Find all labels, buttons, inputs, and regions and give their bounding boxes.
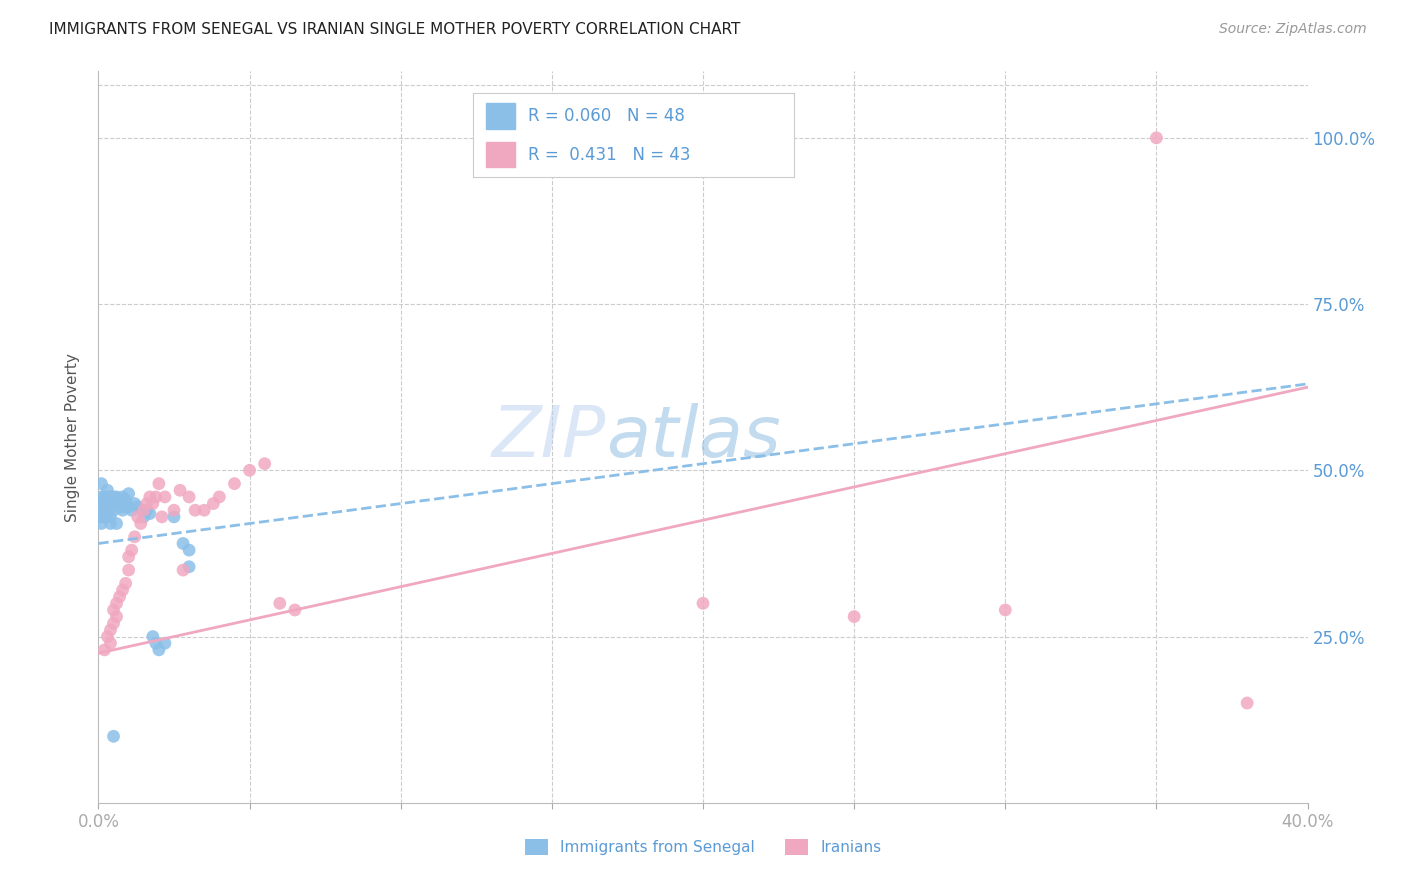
Point xyxy=(93,493,115,508)
Point xyxy=(114,500,136,514)
Point xyxy=(111,490,134,504)
Point xyxy=(105,516,128,531)
Point xyxy=(111,503,134,517)
Point xyxy=(96,503,118,517)
Point xyxy=(153,490,176,504)
Point xyxy=(139,507,162,521)
Point xyxy=(100,516,122,531)
Point xyxy=(150,509,173,524)
Point xyxy=(145,636,167,650)
Point xyxy=(96,630,118,644)
Point xyxy=(90,509,112,524)
Point xyxy=(994,603,1017,617)
Point xyxy=(1144,131,1167,145)
Point xyxy=(202,497,225,511)
Point xyxy=(284,603,307,617)
Point xyxy=(108,500,131,514)
Point xyxy=(100,490,122,504)
Point xyxy=(90,516,112,531)
Y-axis label: Single Mother Poverty: Single Mother Poverty xyxy=(65,352,80,522)
Point xyxy=(163,503,186,517)
Point xyxy=(114,493,136,508)
Point xyxy=(124,497,146,511)
Point xyxy=(93,500,115,514)
Point xyxy=(135,503,157,517)
Point xyxy=(105,596,128,610)
Point xyxy=(253,457,276,471)
Point xyxy=(135,497,157,511)
Point xyxy=(208,490,231,504)
Point xyxy=(93,503,115,517)
Point xyxy=(103,729,125,743)
Point xyxy=(153,636,176,650)
Point xyxy=(172,563,194,577)
Point xyxy=(118,486,141,500)
Text: Source: ZipAtlas.com: Source: ZipAtlas.com xyxy=(1219,22,1367,37)
Point xyxy=(139,490,162,504)
Point xyxy=(108,590,131,604)
Point xyxy=(172,536,194,550)
Point xyxy=(132,509,155,524)
Point xyxy=(269,596,291,610)
Legend: Immigrants from Senegal, Iranians: Immigrants from Senegal, Iranians xyxy=(519,833,887,861)
Point xyxy=(129,516,152,531)
Point xyxy=(224,476,246,491)
Point xyxy=(132,503,155,517)
Point xyxy=(184,503,207,517)
Point xyxy=(692,596,714,610)
Point xyxy=(96,490,118,504)
Point xyxy=(145,490,167,504)
Point xyxy=(239,463,262,477)
Point xyxy=(114,576,136,591)
Point xyxy=(163,509,186,524)
Point xyxy=(148,476,170,491)
Point xyxy=(90,497,112,511)
Point xyxy=(103,490,125,504)
Point xyxy=(103,497,125,511)
Point xyxy=(127,509,149,524)
Text: IMMIGRANTS FROM SENEGAL VS IRANIAN SINGLE MOTHER POVERTY CORRELATION CHART: IMMIGRANTS FROM SENEGAL VS IRANIAN SINGL… xyxy=(49,22,741,37)
Point xyxy=(844,609,866,624)
Point xyxy=(127,500,149,514)
Point xyxy=(90,490,112,504)
Point xyxy=(118,500,141,514)
Point xyxy=(96,483,118,498)
Point xyxy=(118,563,141,577)
Point xyxy=(142,630,165,644)
Point xyxy=(96,507,118,521)
Point xyxy=(121,543,143,558)
Point xyxy=(100,636,122,650)
Point xyxy=(93,509,115,524)
Point xyxy=(1236,696,1258,710)
Point xyxy=(103,616,125,631)
Point xyxy=(100,509,122,524)
Point xyxy=(93,643,115,657)
Point xyxy=(169,483,191,498)
Point xyxy=(105,497,128,511)
Point xyxy=(179,490,201,504)
Point xyxy=(103,503,125,517)
Point xyxy=(179,543,201,558)
Point xyxy=(179,559,201,574)
Text: ZIP: ZIP xyxy=(492,402,606,472)
Point xyxy=(111,582,134,597)
Point xyxy=(108,493,131,508)
Point xyxy=(118,549,141,564)
Point xyxy=(93,490,115,504)
Point xyxy=(90,476,112,491)
Point xyxy=(105,490,128,504)
Point xyxy=(96,497,118,511)
Text: atlas: atlas xyxy=(606,402,780,472)
Point xyxy=(100,623,122,637)
Point xyxy=(121,503,143,517)
Point xyxy=(124,530,146,544)
Point xyxy=(193,503,215,517)
Point xyxy=(103,603,125,617)
Point xyxy=(148,643,170,657)
Point xyxy=(105,609,128,624)
Point xyxy=(100,493,122,508)
Point xyxy=(142,497,165,511)
